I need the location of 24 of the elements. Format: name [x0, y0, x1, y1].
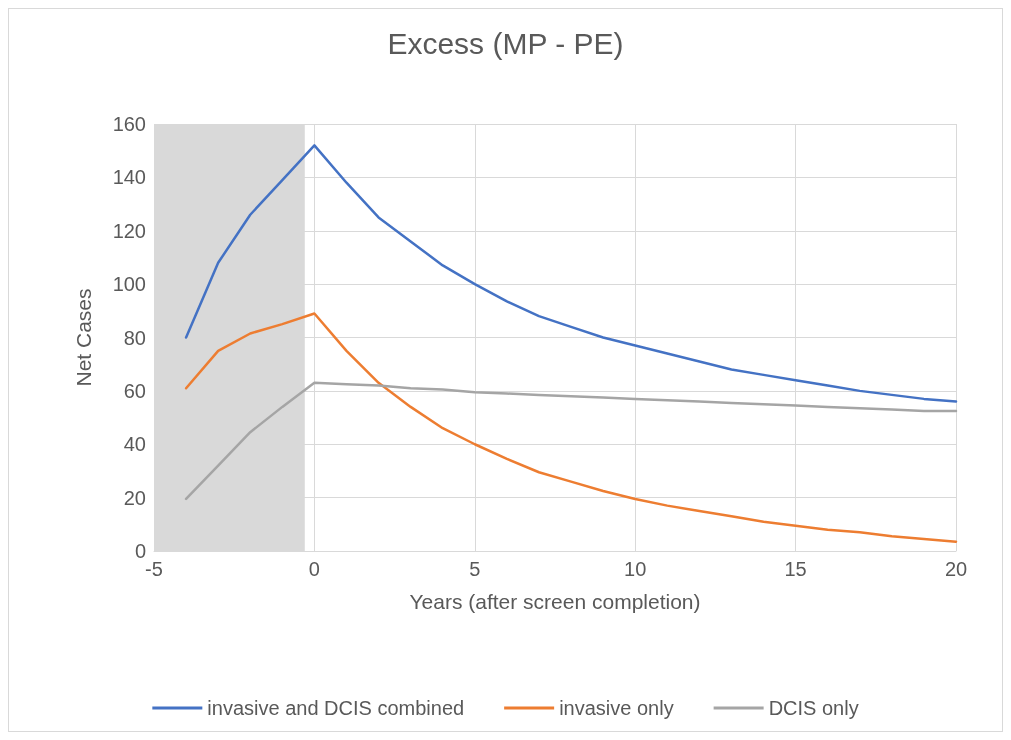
legend-label: invasive and DCIS combined: [207, 697, 465, 719]
x-tick-label: 15: [784, 558, 807, 580]
x-tick-label: 0: [308, 558, 320, 580]
line-series: [184, 144, 958, 403]
line-series: [184, 312, 958, 543]
y-tick-label: 0: [134, 540, 146, 562]
y-tick-label: 120: [112, 219, 146, 242]
y-tick-label: 140: [112, 166, 146, 189]
x-axis-title: Years (after screen completion): [409, 590, 701, 613]
x-tick-label: -5: [145, 558, 163, 580]
x-tick-label: 20: [944, 558, 968, 580]
x-tick-label: 10: [624, 558, 647, 580]
y-tick-label: 100: [112, 273, 146, 296]
y-tick-label: 160: [112, 113, 146, 135]
y-tick-label: 60: [123, 379, 146, 402]
x-tick-label: 5: [469, 558, 481, 580]
line-series: [184, 381, 958, 501]
legend-label: DCIS only: [768, 697, 859, 719]
y-tick-label: 40: [123, 433, 146, 456]
y-axis-title: Net Cases: [72, 288, 95, 387]
legend-label: invasive only: [559, 697, 674, 719]
y-tick-label: 80: [123, 326, 146, 349]
y-tick-label: 20: [123, 486, 146, 509]
chart-title: Excess (MP - PE): [387, 26, 624, 60]
